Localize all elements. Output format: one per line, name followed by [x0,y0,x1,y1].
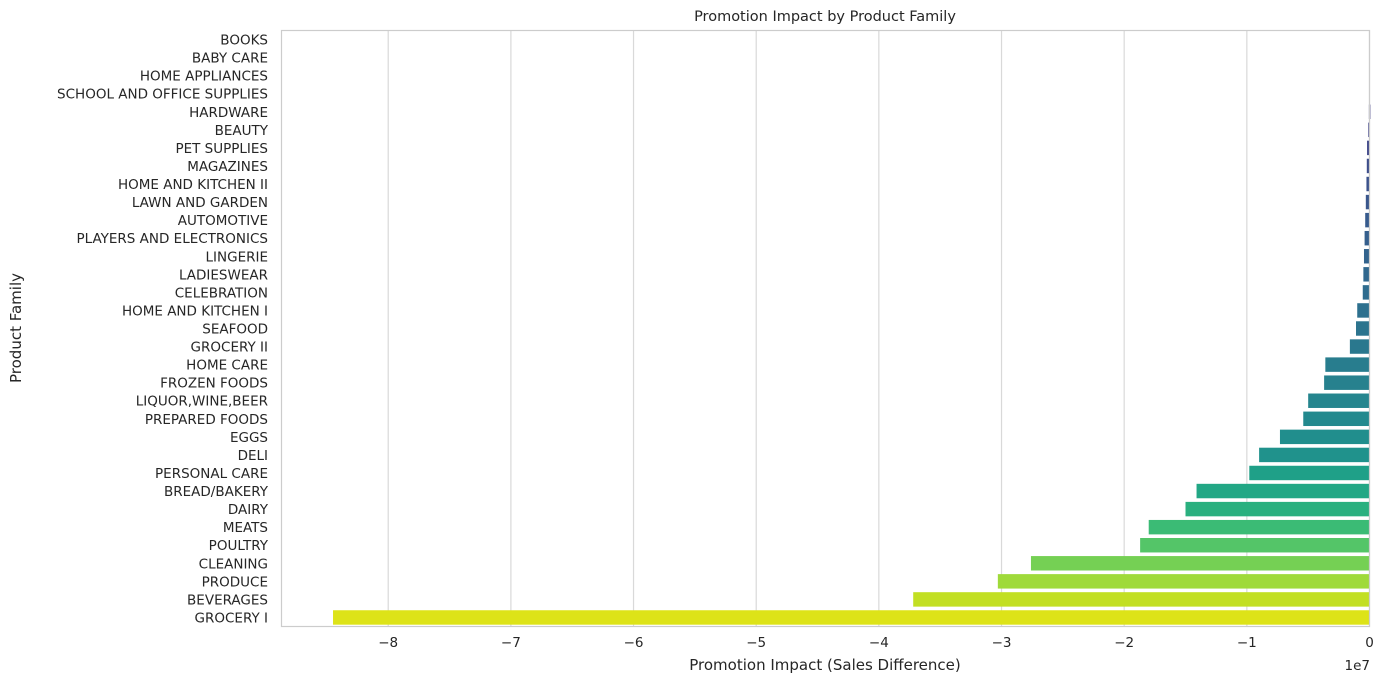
bar [1140,538,1370,553]
chart-title: Promotion Impact by Product Family [694,9,956,25]
y-tick-label: CLEANING [199,556,268,572]
y-tick-label: BEVERAGES [187,592,268,608]
bar [1363,267,1370,282]
y-tick-label: PET SUPPLIES [175,141,268,157]
x-axis-label: Promotion Impact (Sales Difference) [689,656,960,674]
bar [1148,519,1370,535]
x-tick-label: −7 [501,635,521,651]
plot-frame [280,29,1371,628]
bar [1365,194,1370,210]
x-tick-label: −6 [624,635,644,651]
bar [1324,375,1370,390]
y-tick-label: BEAUTY [215,123,269,139]
grid-lines [387,30,1371,627]
bar [1367,140,1370,156]
y-tick-labels: BOOKS BABY CARE HOME APPLIANCES SCHOOL AND … [57,33,269,627]
y-tick-label: PRODUCE [202,574,268,590]
bar [1356,321,1370,336]
x-tick-label: −2 [1114,635,1134,651]
bar [997,574,1370,589]
bar [1303,411,1370,427]
x-tick-label: −1 [1237,635,1257,651]
bar [1030,556,1370,571]
bar [1249,465,1370,481]
bars [333,104,1371,625]
y-tick-label: BREAD/BAKERY [164,484,269,500]
bar [1308,393,1370,408]
bar [1259,447,1370,463]
y-tick-label: LADIESWEAR [179,267,268,283]
x-tick-label: 0 [1365,635,1374,651]
y-tick-label: POULTRY [209,538,269,554]
bar [1366,176,1370,192]
y-tick-label: CELEBRATION [175,285,268,301]
y-tick-label: GROCERY II [191,340,268,356]
y-axis-label: Product Family [7,273,25,383]
y-tick-label: LAWN AND GARDEN [132,195,268,211]
bar [1279,429,1370,445]
x-tick-label: −4 [869,635,889,651]
x-tick-label: −8 [378,635,398,651]
y-tick-label: PREPARED FOODS [145,412,268,428]
y-tick-label: SEAFOOD [202,322,268,338]
bar [1363,249,1370,264]
y-tick-label: PLAYERS AND ELECTRONICS [76,231,268,247]
y-tick-label: EGGS [230,430,268,446]
bar [1325,357,1370,372]
y-tick-label: HOME AND KITCHEN II [118,177,268,193]
y-tick-label: HOME AND KITCHEN I [122,303,268,319]
bar [1362,285,1370,300]
x-axis-offset-label: 1e7 [1345,658,1370,674]
y-tick-label: HOME CARE [186,358,268,374]
y-tick-label: SCHOOL AND OFFICE SUPPLIES [57,87,268,103]
y-tick-label: PERSONAL CARE [155,466,268,482]
y-tick-label: FROZEN FOODS [160,376,268,392]
y-tick-label: LINGERIE [206,249,268,265]
y-tick-label: BABY CARE [192,51,268,67]
bar [1357,303,1370,318]
x-tick-labels: −8 −7 −6 −5 −4 −3 −2 −1 0 [378,635,1374,651]
y-tick-label: GROCERY I [195,610,268,626]
bar [913,592,1370,607]
bar [1185,501,1370,517]
bar [1349,339,1370,354]
bar [333,610,1370,625]
bar [1196,483,1370,499]
bar [1366,158,1370,174]
y-tick-label: HOME APPLIANCES [140,69,268,85]
y-tick-label: BOOKS [220,33,268,49]
y-tick-label: MAGAZINES [187,159,268,175]
y-tick-label: AUTOMOTIVE [178,213,268,229]
bar [1365,212,1370,228]
x-tick-label: −5 [746,635,766,651]
y-tick-label: HARDWARE [189,105,268,121]
y-tick-label: DELI [238,448,268,464]
bar [1364,230,1370,246]
x-tick-label: −3 [992,635,1012,651]
y-tick-label: DAIRY [228,502,269,518]
y-tick-label: LIQUOR,WINE,BEER [136,394,268,410]
y-tick-label: MEATS [223,520,268,536]
